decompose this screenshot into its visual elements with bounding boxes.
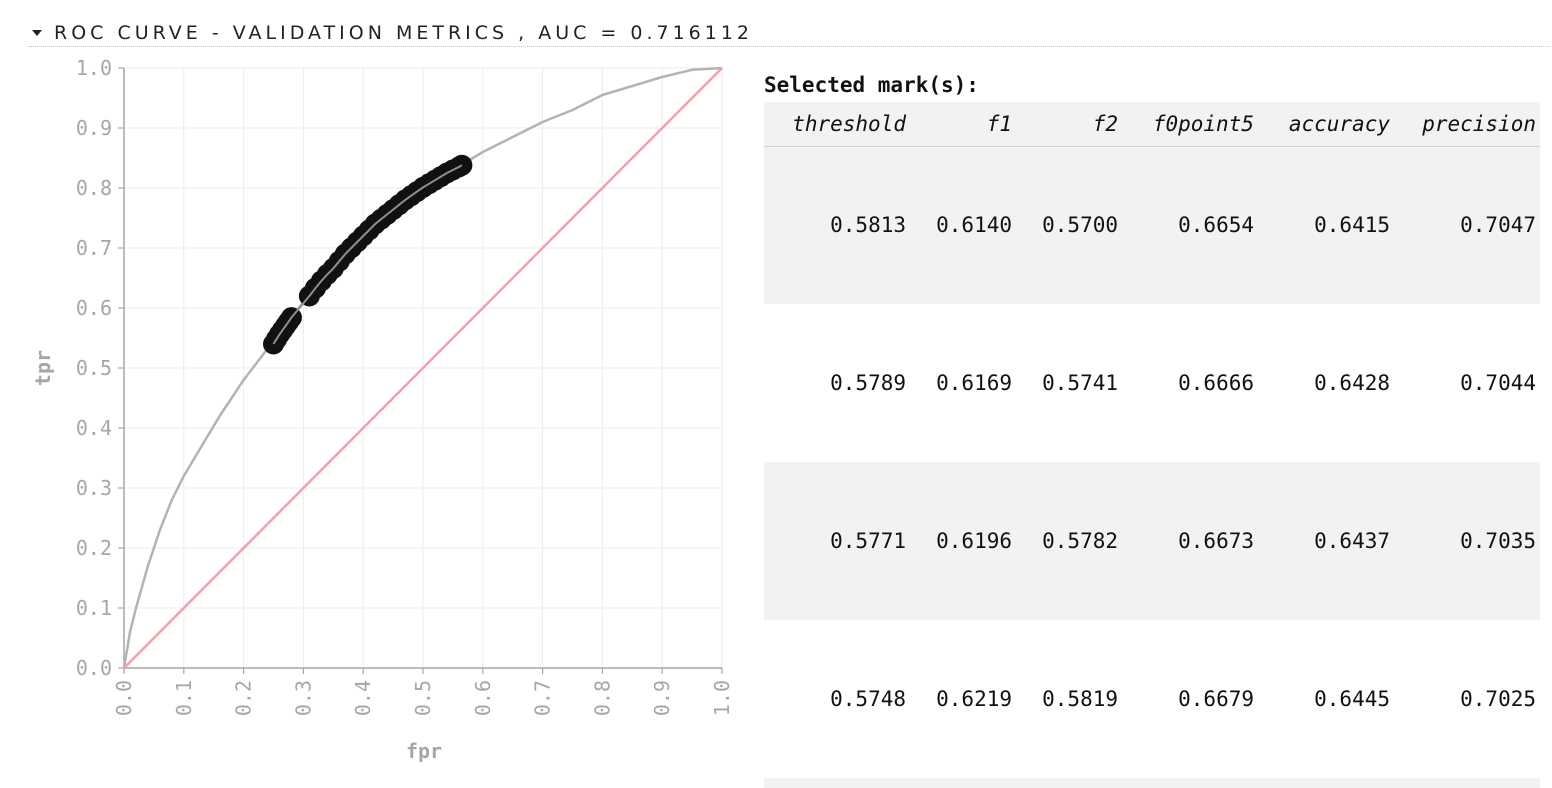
y-tick-label: 0.8: [76, 176, 112, 200]
cell-threshold: 0.5748: [830, 687, 906, 711]
table-row: 0.5813 0.6140 0.5700 0.6654 0.6415 0.704…: [764, 146, 1540, 304]
cell-precision: 0.7047: [1460, 213, 1536, 238]
table-header-row: threshold f1 f2 f0point5 accuracy precis…: [764, 102, 1540, 146]
cell-threshold: 0.5789: [830, 371, 906, 395]
column-header-f2[interactable]: f2: [1092, 111, 1118, 136]
y-axis-label: tpr: [31, 350, 55, 386]
cell-f1: 0.6140: [936, 213, 1012, 238]
section-title: ROC CURVE - VALIDATION METRICS , AUC = 0…: [54, 22, 754, 44]
x-tick-label: 0.9: [650, 680, 674, 716]
y-tick-label: 0.5: [76, 356, 112, 380]
cell-f1: [910, 778, 1016, 788]
x-tick-label: 0.0: [112, 680, 136, 716]
cell-f2: 0.5741: [1042, 371, 1118, 395]
section-header: ROC CURVE - VALIDATION METRICS , AUC = 0…: [28, 20, 1550, 47]
cell-accuracy: [1258, 778, 1394, 788]
chart-series: [122, 66, 723, 669]
x-tick-label: 0.7: [531, 680, 555, 716]
y-tick-label: 0.2: [76, 536, 112, 560]
column-header-accuracy[interactable]: accuracy: [1288, 111, 1390, 136]
cell-precision: 0.7025: [1460, 687, 1536, 711]
cell-f2: [1016, 778, 1122, 788]
table-row: 0.5789 0.6169 0.5741 0.6666 0.6428 0.704…: [764, 304, 1540, 462]
column-header-precision[interactable]: precision: [1422, 111, 1536, 136]
cell-f0point5: 0.6666: [1178, 371, 1254, 395]
column-header-f1[interactable]: f1: [986, 111, 1012, 136]
cell-threshold: 0.5813: [830, 213, 906, 238]
x-tick-label: 0.2: [232, 680, 256, 716]
x-tick-label: 0.5: [411, 680, 435, 716]
x-tick-label: 0.3: [291, 680, 315, 716]
selected-marks-table-container[interactable]: threshold f1 f2 f0point5 accuracy precis…: [764, 102, 1552, 788]
cell-f1: 0.6219: [936, 687, 1012, 711]
cell-accuracy: 0.6437: [1314, 529, 1390, 553]
cell-threshold: [764, 778, 910, 788]
chart-ticks: 0.0 0.1 0.2 0.3 0.4 0.5 0.6 0.7 0.8 0.9 1.0 0.0 0.1 0…: [76, 56, 734, 716]
table-row: 0.5748 0.6219 0.5819 0.6679 0.6445 0.702…: [764, 620, 1540, 778]
selected-marks-table: threshold f1 f2 f0point5 accuracy precis…: [764, 102, 1540, 788]
cell-accuracy: 0.6428: [1314, 371, 1390, 395]
cell-f0point5: 0.6673: [1178, 529, 1254, 553]
y-tick-label: 0.4: [76, 416, 112, 440]
y-tick-label: 0.6: [76, 296, 112, 320]
cell-f2: 0.5782: [1042, 529, 1118, 553]
x-axis-label: fpr: [406, 739, 442, 763]
cell-precision: 0.7035: [1460, 529, 1536, 553]
y-tick-label: 0.9: [76, 116, 112, 140]
table-row: 0.5771 0.6196 0.5782 0.6673 0.6437 0.703…: [764, 462, 1540, 620]
y-tick-label: 0.0: [76, 656, 112, 680]
collapse-caret-icon[interactable]: [32, 30, 42, 36]
cell-f1: 0.6196: [936, 529, 1012, 553]
column-header-threshold[interactable]: threshold: [792, 111, 906, 136]
cell-f1: 0.6169: [936, 371, 1012, 395]
cell-f0point5: 0.6654: [1178, 213, 1254, 238]
x-tick-label: 1.0: [710, 680, 734, 716]
selected-marks-label: Selected mark(s):: [764, 73, 979, 97]
x-tick-label: 0.4: [351, 680, 375, 716]
cell-accuracy: 0.6445: [1314, 687, 1390, 711]
x-tick-label: 0.8: [590, 680, 614, 716]
table-row: [764, 778, 1540, 788]
cell-f2: 0.5819: [1042, 687, 1118, 711]
cell-f2: 0.5700: [1042, 213, 1118, 238]
roc-chart: 0.0 0.1 0.2 0.3 0.4 0.5 0.6 0.7 0.8 0.9 1.0 0.0 0.1 0…: [31, 56, 734, 763]
cell-precision: [1394, 778, 1540, 788]
y-tick-label: 0.7: [76, 236, 112, 260]
random-baseline-line: [123, 67, 723, 669]
x-tick-label: 0.6: [471, 680, 495, 716]
cell-threshold: 0.5771: [830, 529, 906, 553]
cell-f0point5: 0.6679: [1178, 687, 1254, 711]
y-tick-label: 1.0: [76, 56, 112, 80]
y-tick-label: 0.3: [76, 476, 112, 500]
cell-f0point5: [1122, 778, 1258, 788]
column-header-f0point5[interactable]: f0point5: [1152, 111, 1254, 136]
x-tick-label: 0.1: [172, 680, 196, 716]
selected-points-trace: [272, 164, 463, 345]
cell-accuracy: 0.6415: [1314, 213, 1390, 238]
y-tick-label: 0.1: [76, 596, 112, 620]
cell-precision: 0.7044: [1460, 371, 1536, 395]
